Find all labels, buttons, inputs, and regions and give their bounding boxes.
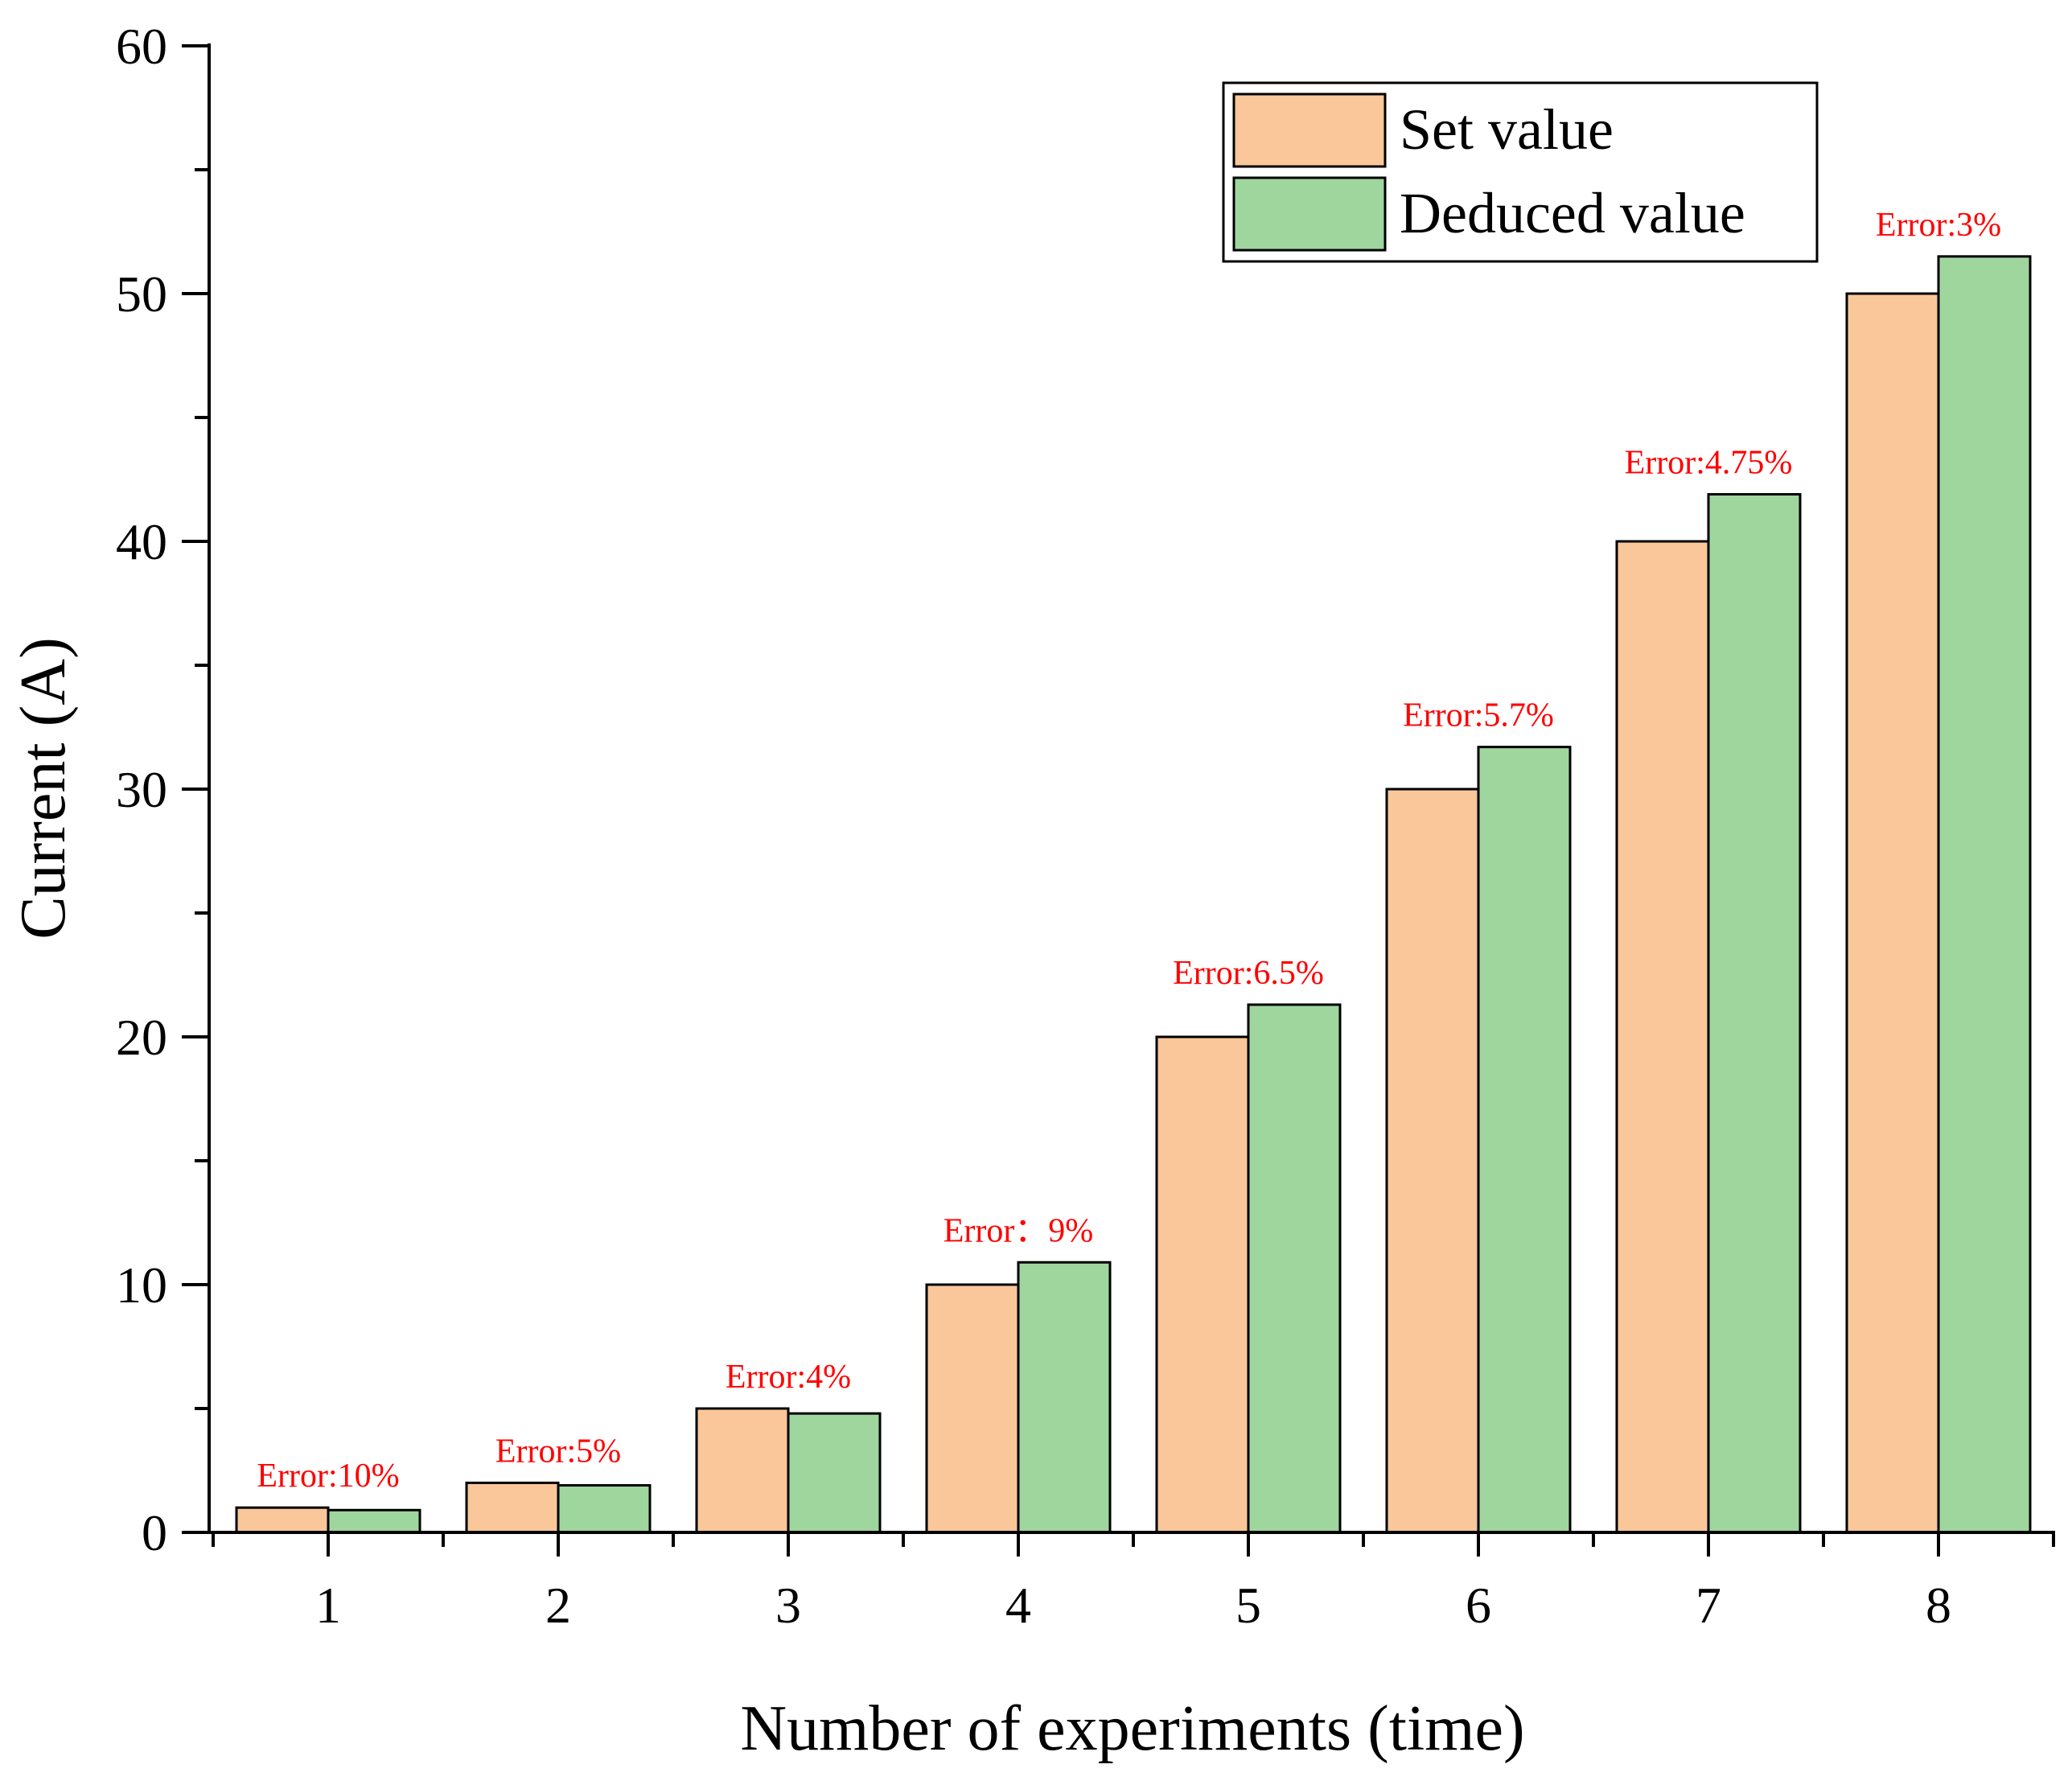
labels-layer: Error:10% Error:5% Error:4% Error：9% Error:6… xyxy=(8,18,2001,1764)
bar-set-1 xyxy=(235,1506,330,1534)
bar-deduced-6 xyxy=(1477,746,1572,1534)
legend-swatch-set xyxy=(1232,93,1387,168)
y-tick-label-10: 10 xyxy=(116,1256,167,1314)
x-tick-label-1: 1 xyxy=(315,1577,341,1634)
error-annotation-1: Error:10% xyxy=(257,1458,399,1495)
legend: Set value Deduced value xyxy=(1222,81,1819,263)
bar-deduced-7 xyxy=(1707,492,1802,1534)
x-tick-label-6: 6 xyxy=(1466,1577,1491,1634)
bar-set-2 xyxy=(465,1481,560,1534)
x-tick-label-5: 5 xyxy=(1235,1577,1261,1634)
error-annotation-3: Error:4% xyxy=(726,1359,851,1396)
legend-label-set: Set value xyxy=(1400,97,1614,162)
bar-set-3 xyxy=(695,1407,790,1534)
bar-deduced-1 xyxy=(327,1508,421,1534)
y-tick-label-40: 40 xyxy=(116,513,167,570)
error-annotation-7: Error:4.75% xyxy=(1625,444,1793,481)
bar-deduced-2 xyxy=(557,1483,652,1534)
bar-set-8 xyxy=(1845,292,1940,1534)
y-tick-label-20: 20 xyxy=(116,1009,167,1066)
y-axis-title: Current (A) xyxy=(8,637,79,939)
x-tick-label-7: 7 xyxy=(1696,1577,1721,1634)
axes-layer xyxy=(182,43,2055,1557)
x-tick-label-2: 2 xyxy=(545,1577,571,1634)
y-tick-label-60: 60 xyxy=(116,18,167,75)
error-annotation-5: Error:6.5% xyxy=(1173,955,1324,992)
bars-layer xyxy=(235,255,2032,1534)
bar-set-5 xyxy=(1155,1035,1250,1534)
y-tick-label-0: 0 xyxy=(142,1504,167,1561)
y-tick-label-50: 50 xyxy=(116,265,167,323)
x-tick-label-8: 8 xyxy=(1926,1577,1951,1634)
y-tick-label-30: 30 xyxy=(116,761,167,818)
error-annotation-2: Error:5% xyxy=(495,1433,621,1470)
x-tick-label-3: 3 xyxy=(775,1577,801,1634)
bar-deduced-3 xyxy=(787,1412,882,1534)
bar-set-6 xyxy=(1385,788,1480,1534)
bar-set-7 xyxy=(1615,540,1710,1534)
error-annotation-6: Error:5.7% xyxy=(1403,697,1554,734)
legend-swatch-deduced xyxy=(1232,176,1387,252)
x-axis-title: Number of experiments (time) xyxy=(740,1693,1524,1764)
legend-label-deduced: Deduced value xyxy=(1400,181,1745,245)
error-annotation-4: Error：9% xyxy=(944,1212,1094,1249)
error-annotation-8: Error:3% xyxy=(1876,207,2001,244)
x-tick-label-4: 4 xyxy=(1005,1577,1031,1634)
bar-set-4 xyxy=(925,1283,1020,1534)
bar-deduced-8 xyxy=(1937,255,2032,1534)
bar-deduced-4 xyxy=(1017,1261,1112,1534)
bar-deduced-5 xyxy=(1247,1003,1342,1534)
